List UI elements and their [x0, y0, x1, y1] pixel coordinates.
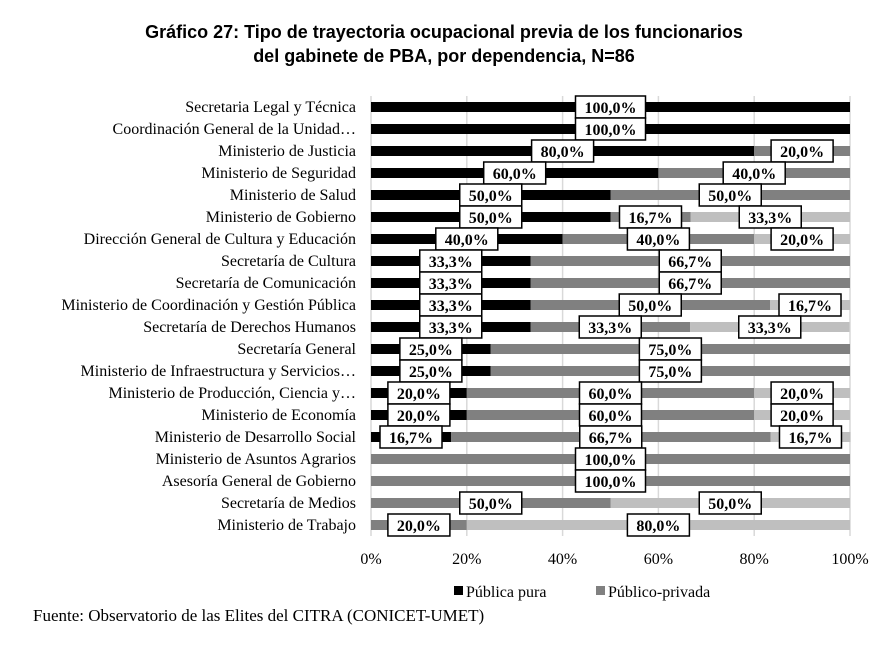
category-label: Ministerio de Justicia — [218, 143, 356, 160]
data-label-box — [626, 227, 691, 251]
category-label: Secretaría de Comunicación — [176, 275, 356, 292]
x-tick-label: 40% — [548, 551, 577, 568]
data-label: 100,0% — [585, 452, 637, 469]
data-label: 80,0% — [541, 144, 585, 161]
data-label: 75,0% — [648, 342, 692, 359]
category-label: Secretaría de Cultura — [221, 253, 356, 270]
data-label-box — [658, 271, 723, 295]
data-label: 40,0% — [732, 166, 776, 183]
chart-title-line: del gabinete de PBA, por dependencia, N=… — [253, 46, 635, 66]
data-label: 66,7% — [668, 276, 712, 293]
data-label-box — [770, 227, 834, 251]
data-label: 50,0% — [708, 496, 752, 513]
category-label: Ministerio de Salud — [230, 187, 356, 204]
source-note: Fuente: Observatorio de las Elites del C… — [33, 606, 484, 625]
category-label: Ministerio de Gobierno — [206, 209, 356, 226]
data-label-box — [578, 315, 643, 339]
legend-swatch — [596, 586, 605, 595]
legend-swatch — [454, 586, 463, 595]
data-label-box — [778, 425, 843, 449]
category-label: Ministerio de Desarrollo Social — [155, 429, 357, 446]
data-label: 100,0% — [585, 474, 637, 491]
x-tick-label: 0% — [360, 551, 381, 568]
category-label: Secretaría de Derechos Humanos — [143, 319, 356, 336]
data-label: 50,0% — [708, 188, 752, 205]
data-label-box — [778, 293, 842, 317]
category-label: Ministerio de Producción, Ciencia y… — [108, 385, 356, 402]
data-label: 25,0% — [409, 364, 453, 381]
legend-label: Público-privada — [608, 584, 710, 601]
data-label: 20,0% — [397, 518, 441, 535]
data-label: 20,0% — [397, 386, 441, 403]
data-label-box — [387, 513, 451, 537]
data-label-box — [698, 491, 762, 515]
data-label: 50,0% — [469, 496, 513, 513]
data-label-box — [638, 359, 703, 383]
data-label: 20,0% — [780, 144, 824, 161]
data-label: 33,3% — [429, 298, 473, 315]
category-label: Ministerio de Asuntos Agrarios — [156, 451, 356, 468]
data-label: 40,0% — [445, 232, 489, 249]
data-label: 33,3% — [748, 320, 792, 337]
category-label: Secretaría General — [237, 341, 356, 358]
data-label: 33,3% — [429, 320, 473, 337]
data-label-box — [379, 425, 443, 449]
data-label: 16,7% — [788, 298, 832, 315]
data-label: 100,0% — [585, 100, 637, 117]
data-label-box — [738, 315, 802, 339]
data-label: 33,3% — [588, 320, 632, 337]
category-label: Secretaria Legal y Técnica — [185, 99, 356, 116]
data-label: 33,3% — [429, 276, 473, 293]
category-label: Ministerio de Seguridad — [201, 165, 356, 182]
data-label: 20,0% — [780, 408, 824, 425]
category-label: Dirección General de Cultura y Educación — [84, 231, 356, 248]
data-label: 25,0% — [409, 342, 453, 359]
data-label: 60,0% — [589, 408, 633, 425]
x-tick-label: 100% — [831, 551, 868, 568]
data-label: 40,0% — [636, 232, 680, 249]
data-label-box — [618, 293, 683, 317]
category-label: Ministerio de Infraestructura y Servicio… — [81, 363, 356, 380]
category-label: Ministerio de Economía — [201, 407, 356, 424]
data-label-box — [626, 513, 691, 537]
data-label: 16,7% — [788, 430, 832, 447]
data-label: 33,3% — [748, 210, 792, 227]
data-label: 16,7% — [628, 210, 672, 227]
data-label: 50,0% — [469, 210, 513, 227]
data-label: 20,0% — [780, 232, 824, 249]
data-label-box — [530, 139, 595, 163]
data-label: 20,0% — [780, 386, 824, 403]
data-label: 60,0% — [589, 386, 633, 403]
data-label: 16,7% — [389, 430, 433, 447]
data-label: 50,0% — [628, 298, 672, 315]
data-label: 80,0% — [636, 518, 680, 535]
category-label: Coordinación General de la Unidad… — [113, 121, 356, 138]
data-label: 50,0% — [469, 188, 513, 205]
x-tick-label: 60% — [644, 551, 673, 568]
data-label: 75,0% — [648, 364, 692, 381]
data-label-box — [574, 469, 647, 493]
category-label: Asesoría General de Gobierno — [162, 473, 356, 490]
data-label: 33,3% — [429, 254, 473, 271]
chart-title-line: Gráfico 27: Tipo de trayectoria ocupacio… — [145, 22, 743, 42]
data-label: 20,0% — [397, 408, 441, 425]
data-label-box — [574, 117, 647, 141]
data-label: 66,7% — [668, 254, 712, 271]
category-label: Ministerio de Coordinación y Gestión Púb… — [61, 297, 356, 314]
data-label-box — [770, 139, 834, 163]
x-tick-label: 80% — [740, 551, 769, 568]
data-label-box — [738, 205, 802, 229]
data-label-box — [698, 183, 762, 207]
data-label: 66,7% — [589, 430, 633, 447]
data-label: 100,0% — [585, 122, 637, 139]
data-label-box — [459, 491, 523, 515]
category-label: Secretaría de Medios — [221, 495, 356, 512]
category-label: Ministerio de Trabajo — [217, 517, 356, 534]
x-tick-label: 20% — [452, 551, 481, 568]
data-label: 60,0% — [493, 166, 537, 183]
legend-label: Pública pura — [466, 584, 546, 601]
